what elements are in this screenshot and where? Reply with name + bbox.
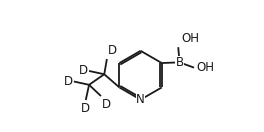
Text: B: B xyxy=(176,56,183,69)
Text: N: N xyxy=(136,93,145,106)
Text: D: D xyxy=(108,44,117,57)
Text: D: D xyxy=(63,75,73,88)
Text: OH: OH xyxy=(182,32,200,44)
Text: D: D xyxy=(79,64,88,77)
Text: OH: OH xyxy=(196,61,214,74)
Text: D: D xyxy=(102,98,111,111)
Text: D: D xyxy=(81,102,90,115)
